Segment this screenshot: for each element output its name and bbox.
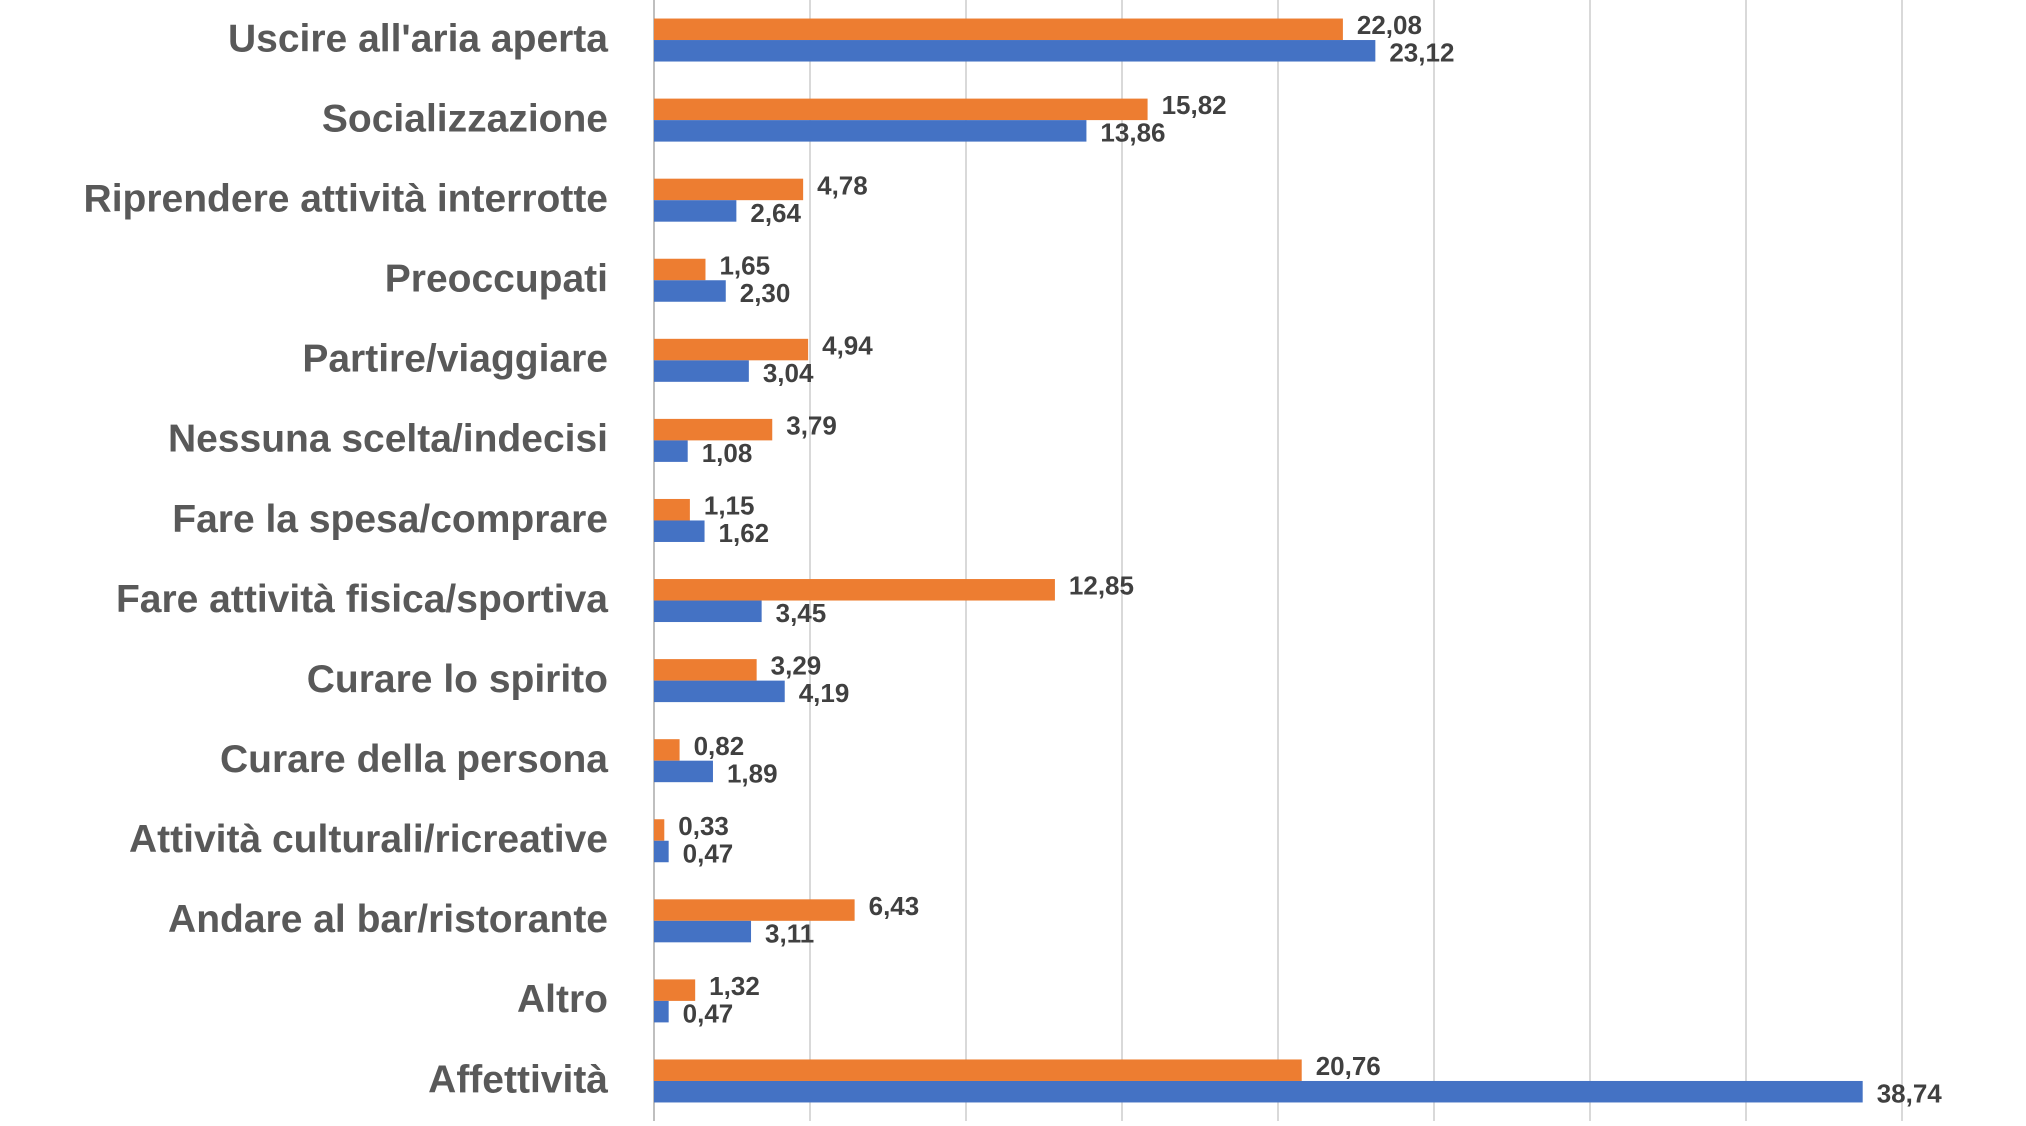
data-label: 4,94	[822, 330, 873, 360]
bar	[654, 440, 688, 462]
data-label: 0,33	[678, 811, 729, 841]
y-tick-label: Fare la spesa/comprare	[172, 498, 608, 541]
y-tick-label: Preoccupati	[385, 258, 608, 301]
bar	[654, 178, 804, 201]
bar	[654, 979, 696, 1001]
y-tick-label: Attività culturali/ricreative	[129, 818, 608, 861]
bar	[654, 498, 690, 521]
data-label: 2,30	[740, 278, 791, 308]
bar	[654, 840, 669, 863]
bar	[654, 1080, 1863, 1103]
bar	[654, 760, 713, 783]
data-label: 1,08	[702, 438, 753, 468]
y-tick-label: Nessuna scelta/indecisi	[168, 418, 608, 461]
bar	[654, 659, 757, 681]
bar	[654, 360, 749, 382]
bar	[654, 18, 1343, 41]
data-label: 0,47	[683, 999, 734, 1029]
data-label: 3,04	[763, 358, 814, 388]
bar	[654, 280, 726, 302]
y-tick-label: Uscire all'aria aperta	[228, 17, 608, 60]
bar	[654, 1000, 669, 1023]
data-label: 3,29	[771, 651, 822, 681]
data-label: 1,32	[709, 971, 760, 1001]
y-tick-label: Andare al bar/ristorante	[168, 898, 608, 941]
bar	[654, 739, 680, 761]
y-tick-label: Altro	[517, 978, 608, 1021]
data-label: 2,64	[750, 198, 801, 228]
y-tick-label: Partire/viaggiare	[302, 338, 608, 381]
data-label: 12,85	[1069, 571, 1134, 601]
data-label: 1,15	[704, 491, 755, 521]
data-label: 1,65	[719, 250, 770, 280]
bar	[654, 579, 1055, 601]
bar	[654, 258, 706, 281]
data-label: 0,47	[683, 838, 734, 868]
bar	[654, 98, 1148, 121]
y-tick-label: Socializzazione	[322, 97, 608, 140]
data-label: 15,82	[1162, 90, 1227, 120]
bar	[654, 1059, 1302, 1081]
data-label: 1,89	[727, 758, 778, 788]
data-label: 23,12	[1389, 38, 1454, 68]
data-label: 3,45	[776, 598, 827, 628]
bar	[654, 680, 785, 703]
bar	[654, 899, 855, 921]
data-label: 1,62	[719, 518, 770, 548]
data-label: 3,11	[765, 918, 814, 948]
bar	[654, 338, 809, 361]
data-label: 38,74	[1877, 1079, 1943, 1109]
y-tick-label: Riprendere attività interrotte	[84, 177, 608, 220]
bar	[654, 40, 1376, 62]
bar	[654, 520, 705, 542]
y-tick-label: Fare attività fisica/sportiva	[116, 578, 608, 621]
data-label: 0,82	[694, 731, 745, 761]
y-tick-label: Curare lo spirito	[307, 658, 608, 701]
data-label: 20,76	[1316, 1051, 1381, 1081]
data-label: 22,08	[1357, 10, 1422, 40]
bar	[654, 120, 1087, 142]
bar	[654, 200, 737, 222]
data-label: 13,86	[1100, 118, 1165, 148]
bar	[654, 920, 752, 943]
bar	[654, 600, 762, 623]
bar	[654, 418, 773, 441]
y-tick-label: Affettività	[428, 1058, 608, 1101]
y-tick-label: Curare della persona	[220, 738, 608, 781]
bar	[654, 819, 665, 841]
data-label: 4,78	[817, 170, 868, 200]
data-label: 6,43	[869, 891, 920, 921]
data-label: 4,19	[799, 678, 850, 708]
data-label: 3,79	[786, 411, 837, 441]
